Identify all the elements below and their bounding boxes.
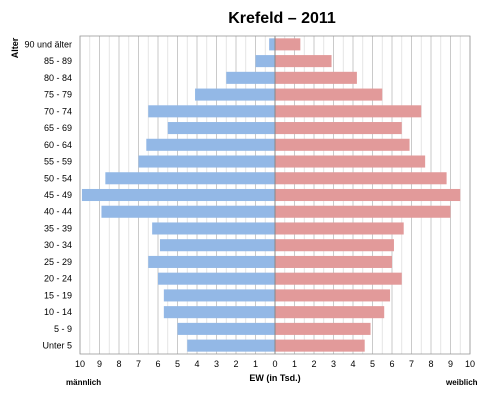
y-tick-label: 20 - 24 [44,274,72,284]
bar-male [163,289,275,302]
y-tick-label: 50 - 54 [44,173,72,183]
x-tick-label: 4 [350,359,355,369]
x-tick-label: 1 [292,359,297,369]
bar-male [152,222,275,235]
bar-male [255,55,275,68]
chart-title: Krefeld – 2011 [228,10,336,27]
bar-female [275,188,461,202]
y-tick-label: 70 - 74 [44,106,72,116]
x-tick-label: 2 [311,359,316,369]
y-tick-labels: 90 und älter 85 - 89 80 - 84 75 - 79 70 - 74… [24,39,72,350]
bar-male [167,122,275,135]
bar-female [275,122,402,135]
y-tick-label: 75 - 79 [44,90,72,100]
bar-female [275,38,301,51]
x-tick-labels: 10 9 8 7 6 5 4 3 2 1 0 1 2 3 4 5 6 7 8 9 10 [75,359,475,369]
bar-female [275,172,447,185]
x-tick-label: 8 [116,359,121,369]
bar-female [275,88,383,101]
x-tick-label: 10 [465,359,475,369]
y-tick-label: 25 - 29 [44,257,72,267]
bar-female [275,272,402,285]
x-tick-label: 4 [194,359,199,369]
y-tick-label: 80 - 84 [44,73,72,83]
bar-male [148,255,275,268]
y-axis-label: Alter [10,37,20,58]
bar-male [177,322,275,335]
x-tick-label: 6 [389,359,394,369]
bar-female [275,71,357,84]
bar-male [138,155,275,168]
bar-male [158,272,275,285]
bar-male [81,188,275,202]
bar-male [146,138,275,151]
x-tick-label: 6 [155,359,160,369]
y-tick-label: Unter 5 [42,341,72,351]
bar-male [163,306,275,319]
male-label: männlich [66,378,101,387]
x-tick-label: 5 [175,359,180,369]
x-tick-label: 8 [428,359,433,369]
x-tick-label: 9 [448,359,453,369]
bar-male [187,339,275,352]
bars-group [81,38,461,352]
x-tick-label: 5 [370,359,375,369]
y-tick-label: 30 - 34 [44,240,72,250]
bar-female [275,306,385,319]
y-tick-label: 85 - 89 [44,56,72,66]
x-tick-label: 10 [75,359,85,369]
bar-female [275,255,392,268]
bar-female [275,289,391,302]
bar-female [275,239,394,252]
x-tick-label: 7 [409,359,414,369]
bar-male [195,88,275,101]
y-tick-label: 55 - 59 [44,157,72,167]
y-tick-label: 65 - 69 [44,123,72,133]
bar-female [275,155,426,168]
y-tick-label: 45 - 49 [44,190,72,200]
plot-frame [79,35,471,355]
y-tick-label: 90 und älter [24,39,72,49]
bar-female [275,55,332,68]
x-tick-label: 0 [272,359,277,369]
y-tick-label: 5 - 9 [54,324,72,334]
x-tick-label: 1 [253,359,258,369]
y-tick-label: 35 - 39 [44,223,72,233]
bar-female [275,105,422,118]
bar-female [275,205,451,218]
y-tick-label: 15 - 19 [44,290,72,300]
y-tick-label: 10 - 14 [44,307,72,317]
bar-male [269,38,275,51]
bar-female [275,339,365,352]
bar-male [159,239,275,252]
bar-male [226,71,275,84]
bar-male [101,205,275,218]
x-tick-label: 9 [97,359,102,369]
y-tick-label: 60 - 64 [44,140,72,150]
y-tick-label: 40 - 44 [44,207,72,217]
x-tick-label: 3 [214,359,219,369]
bar-male [148,105,275,118]
bar-female [275,222,404,235]
x-axis-label: EW (in Tsd.) [249,373,300,383]
bar-female [275,322,371,335]
bar-female [275,138,410,151]
x-tick-label: 3 [331,359,336,369]
x-tick-label: 2 [233,359,238,369]
female-label: weiblich [445,378,478,387]
x-tick-label: 7 [136,359,141,369]
bar-male [105,172,275,185]
